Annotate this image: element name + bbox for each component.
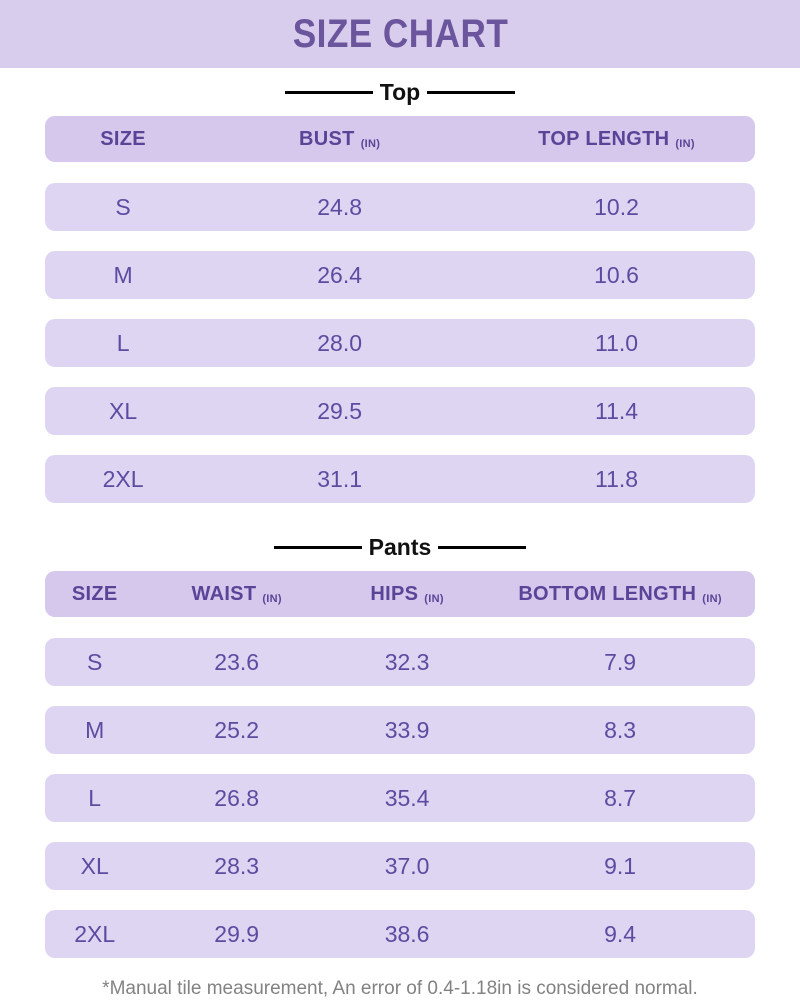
bust-cell: 24.8 [317,194,363,220]
column-header-top-length: TOP LENGTH (IN) [478,128,755,151]
bust-cell: 29.5 [317,398,363,424]
waist-cell: 25.2 [214,717,260,743]
column-unit: (IN) [702,593,722,605]
size-cell: XL [80,853,109,879]
size-cell: S [115,194,131,220]
column-label: WAIST [191,582,257,605]
section-divider-top: Top [0,68,800,116]
size-cell: S [87,649,103,675]
top-size-table: SIZE BUST (IN) TOP LENGTH (IN) S 24.8 10.2… [0,116,800,503]
hips-cell: 38.6 [384,921,430,947]
bust-cell: 28.0 [317,330,363,356]
size-chart-header-band: SIZE CHART [0,0,800,68]
length-cell: 11.4 [594,398,639,424]
length-cell: 8.7 [604,785,637,811]
column-header-waist: WAIST (IN) [144,583,329,606]
column-header-size: SIZE [45,128,201,151]
length-cell: 10.2 [594,194,639,220]
section-label-top: Top [379,78,421,105]
length-cell: 10.6 [594,262,639,288]
length-cell: 9.4 [604,921,637,947]
hips-cell: 33.9 [384,717,430,743]
pants-table-header-row: SIZE WAIST (IN) HIPS (IN) BOTTOM LENGTH (IN… [45,571,755,617]
table-row-top-l: L 28.0 11.0 [45,319,755,367]
section-label-pants: Pants [368,533,432,560]
column-header-hips: HIPS (IN) [329,583,485,606]
section-divider-pants: Pants [0,523,800,571]
divider-line-left [273,545,362,549]
table-row-top-m: M 26.4 10.6 [45,251,755,299]
divider-line-left [284,90,373,94]
table-row-pants-2xl: 2XL 29.9 38.6 9.4 [45,910,755,958]
size-cell: 2XL [74,921,116,947]
table-row-top-xl: XL 29.5 11.4 [45,387,755,435]
size-cell: XL [109,398,138,424]
bust-cell: 26.4 [317,262,363,288]
column-label: BUST [299,127,355,150]
length-cell: 11.8 [594,466,639,492]
page-title: SIZE CHART [292,11,508,56]
table-row-pants-m: M 25.2 33.9 8.3 [45,706,755,754]
size-cell: L [116,330,130,356]
table-row-pants-xl: XL 28.3 37.0 9.1 [45,842,755,890]
divider-line-right [438,545,527,549]
hips-cell: 35.4 [384,785,430,811]
size-cell: 2XL [102,466,144,492]
size-cell: M [113,262,133,288]
column-label: SIZE [100,127,146,150]
top-table-header-row: SIZE BUST (IN) TOP LENGTH (IN) [45,116,755,162]
table-row-pants-s: S 23.6 32.3 7.9 [45,638,755,686]
length-cell: 11.0 [594,330,639,356]
column-label: HIPS [370,582,419,605]
waist-cell: 26.8 [214,785,260,811]
column-header-bottom-length: BOTTOM LENGTH (IN) [485,583,755,606]
table-row-pants-l: L 26.8 35.4 8.7 [45,774,755,822]
column-unit: (IN) [675,138,695,150]
size-cell: M [85,717,105,743]
length-cell: 7.9 [604,649,637,675]
column-unit: (IN) [424,593,444,605]
pants-size-table: SIZE WAIST (IN) HIPS (IN) BOTTOM LENGTH (IN… [0,571,800,958]
divider-line-right [427,90,516,94]
column-label: TOP LENGTH [538,127,670,150]
column-label: SIZE [71,582,118,605]
waist-cell: 23.6 [214,649,260,675]
column-header-bust: BUST (IN) [201,128,478,151]
waist-cell: 28.3 [214,853,260,879]
waist-cell: 29.9 [214,921,260,947]
length-cell: 8.3 [604,717,637,743]
column-unit: (IN) [360,138,381,150]
bust-cell: 31.1 [317,466,363,492]
column-header-size: SIZE [45,583,144,606]
measurement-disclaimer: *Manual tile measurement, An error of 0.… [102,978,698,999]
column-unit: (IN) [262,593,282,605]
size-cell: L [88,785,102,811]
hips-cell: 32.3 [384,649,430,675]
table-row-top-s: S 24.8 10.2 [45,183,755,231]
column-label: BOTTOM LENGTH [518,582,697,605]
hips-cell: 37.0 [384,853,430,879]
table-row-top-2xl: 2XL 31.1 11.8 [45,455,755,503]
length-cell: 9.1 [604,853,637,879]
